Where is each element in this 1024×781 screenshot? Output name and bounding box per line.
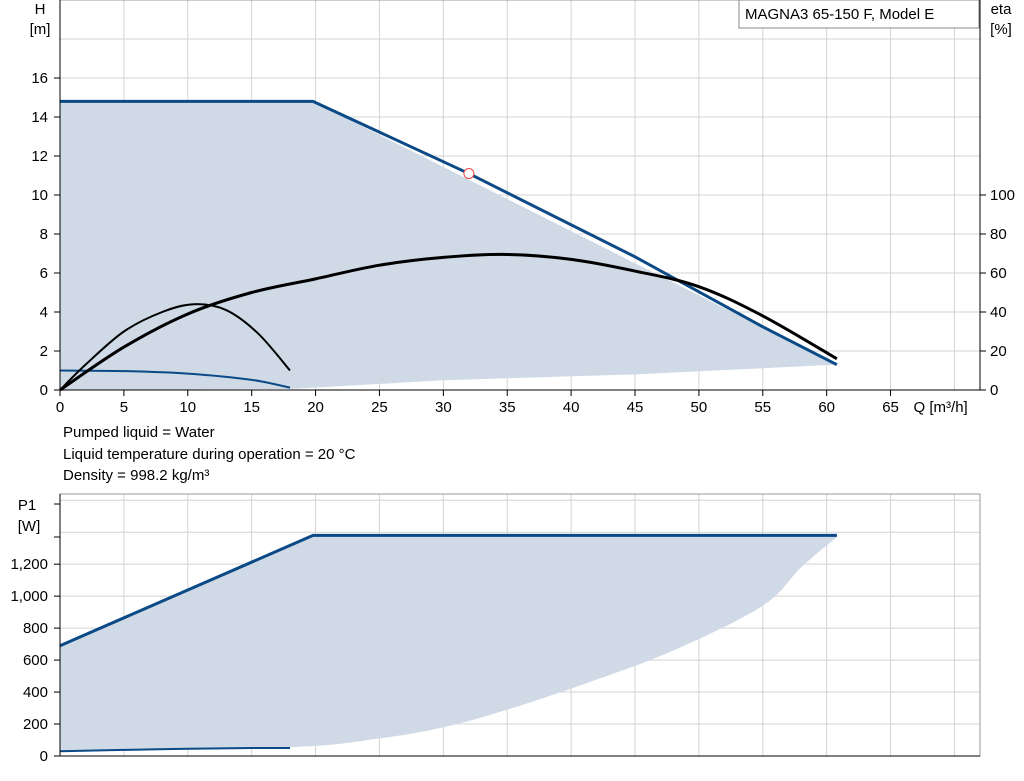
- q-tick-label: 65: [882, 399, 899, 416]
- model-legend-box: [738, 0, 980, 29]
- head-tick-label: 2: [40, 343, 48, 360]
- eta-tick-label: 100: [990, 187, 1015, 204]
- q-tick-label: 40: [563, 399, 580, 416]
- power-axis-label: P1: [18, 497, 36, 514]
- eta-tick-label: 80: [990, 226, 1007, 243]
- head-tick-label: 16: [31, 70, 48, 87]
- q-tick-label: 5: [120, 399, 128, 416]
- max-power-curve: [59, 533, 837, 648]
- duty-point-marker: [463, 168, 475, 180]
- max-head-curve: [60, 99, 838, 366]
- q-tick-label: 60: [818, 399, 835, 416]
- min-power-curve: [59, 746, 291, 753]
- head-axis-label: H: [35, 1, 46, 18]
- power-tick-label: 1,000: [10, 588, 48, 605]
- q-tick-label: 50: [691, 399, 708, 416]
- head-chart-labels: 0 5 10 15 20 25 30 35 40 45 50 55 60 65 Q [m³/h] 0 2 4 6 8 1…: [30, 1, 1015, 416]
- head-tick-label: 12: [31, 148, 48, 165]
- head-tick-label: 10: [31, 187, 48, 204]
- info-liquid-temperature: Liquid temperature during operation = 20…: [63, 446, 356, 463]
- min-head-curve: [59, 369, 291, 389]
- power-chart-axes: [59, 494, 980, 757]
- q-tick-label: 35: [499, 399, 516, 416]
- q-tick-label: 45: [627, 399, 644, 416]
- q-tick-label: 55: [754, 399, 771, 416]
- head-tick-label: 14: [31, 109, 48, 126]
- eta-min-curve: [59, 303, 291, 391]
- info-pumped-liquid: Pumped liquid = Water: [63, 424, 215, 441]
- q-tick-label: 15: [243, 399, 260, 416]
- power-tick-label: 400: [23, 684, 48, 701]
- eta-tick-label: 40: [990, 304, 1007, 321]
- power-tick-label: 200: [23, 716, 48, 733]
- q-tick-label: 25: [371, 399, 388, 416]
- model-legend-label: MAGNA3 65-150 F, Model E: [745, 6, 934, 23]
- power-operating-envelope: [60, 535, 837, 752]
- q-tick-label: 20: [307, 399, 324, 416]
- head-operating-envelope: [60, 101, 837, 391]
- eta-axis-unit: [%]: [990, 21, 1012, 38]
- head-tick-label: 4: [40, 304, 48, 321]
- eta-axis-label: eta: [991, 1, 1013, 18]
- q-tick-label: 0: [56, 399, 64, 416]
- eta-tick-label: 60: [990, 265, 1007, 282]
- info-density: Density = 998.2 kg/m³: [63, 467, 210, 484]
- power-axis-unit: [W]: [18, 518, 41, 535]
- q-tick-label: 10: [179, 399, 196, 416]
- power-tick-label: 0: [40, 748, 48, 765]
- head-tick-label: 6: [40, 265, 48, 282]
- power-tick-label: 600: [23, 652, 48, 669]
- power-tick-label: 1,200: [10, 556, 48, 573]
- power-chart-series: [59, 533, 837, 753]
- eta-tick-label: 0: [990, 382, 998, 399]
- head-axis-unit: [m]: [30, 21, 51, 38]
- power-tick-label: 800: [23, 620, 48, 637]
- head-chart-series: [59, 99, 838, 392]
- head-tick-label: 0: [40, 382, 48, 399]
- q-tick-label: 30: [435, 399, 452, 416]
- q-axis-label: Q [m³/h]: [914, 399, 968, 416]
- eta-tick-label: 20: [990, 343, 1007, 360]
- eta-max-curve: [59, 252, 838, 392]
- power-chart-labels: 0 200 400 600 800 1,000 1,200 P1 [W]: [10, 497, 60, 765]
- head-tick-label: 8: [40, 226, 48, 243]
